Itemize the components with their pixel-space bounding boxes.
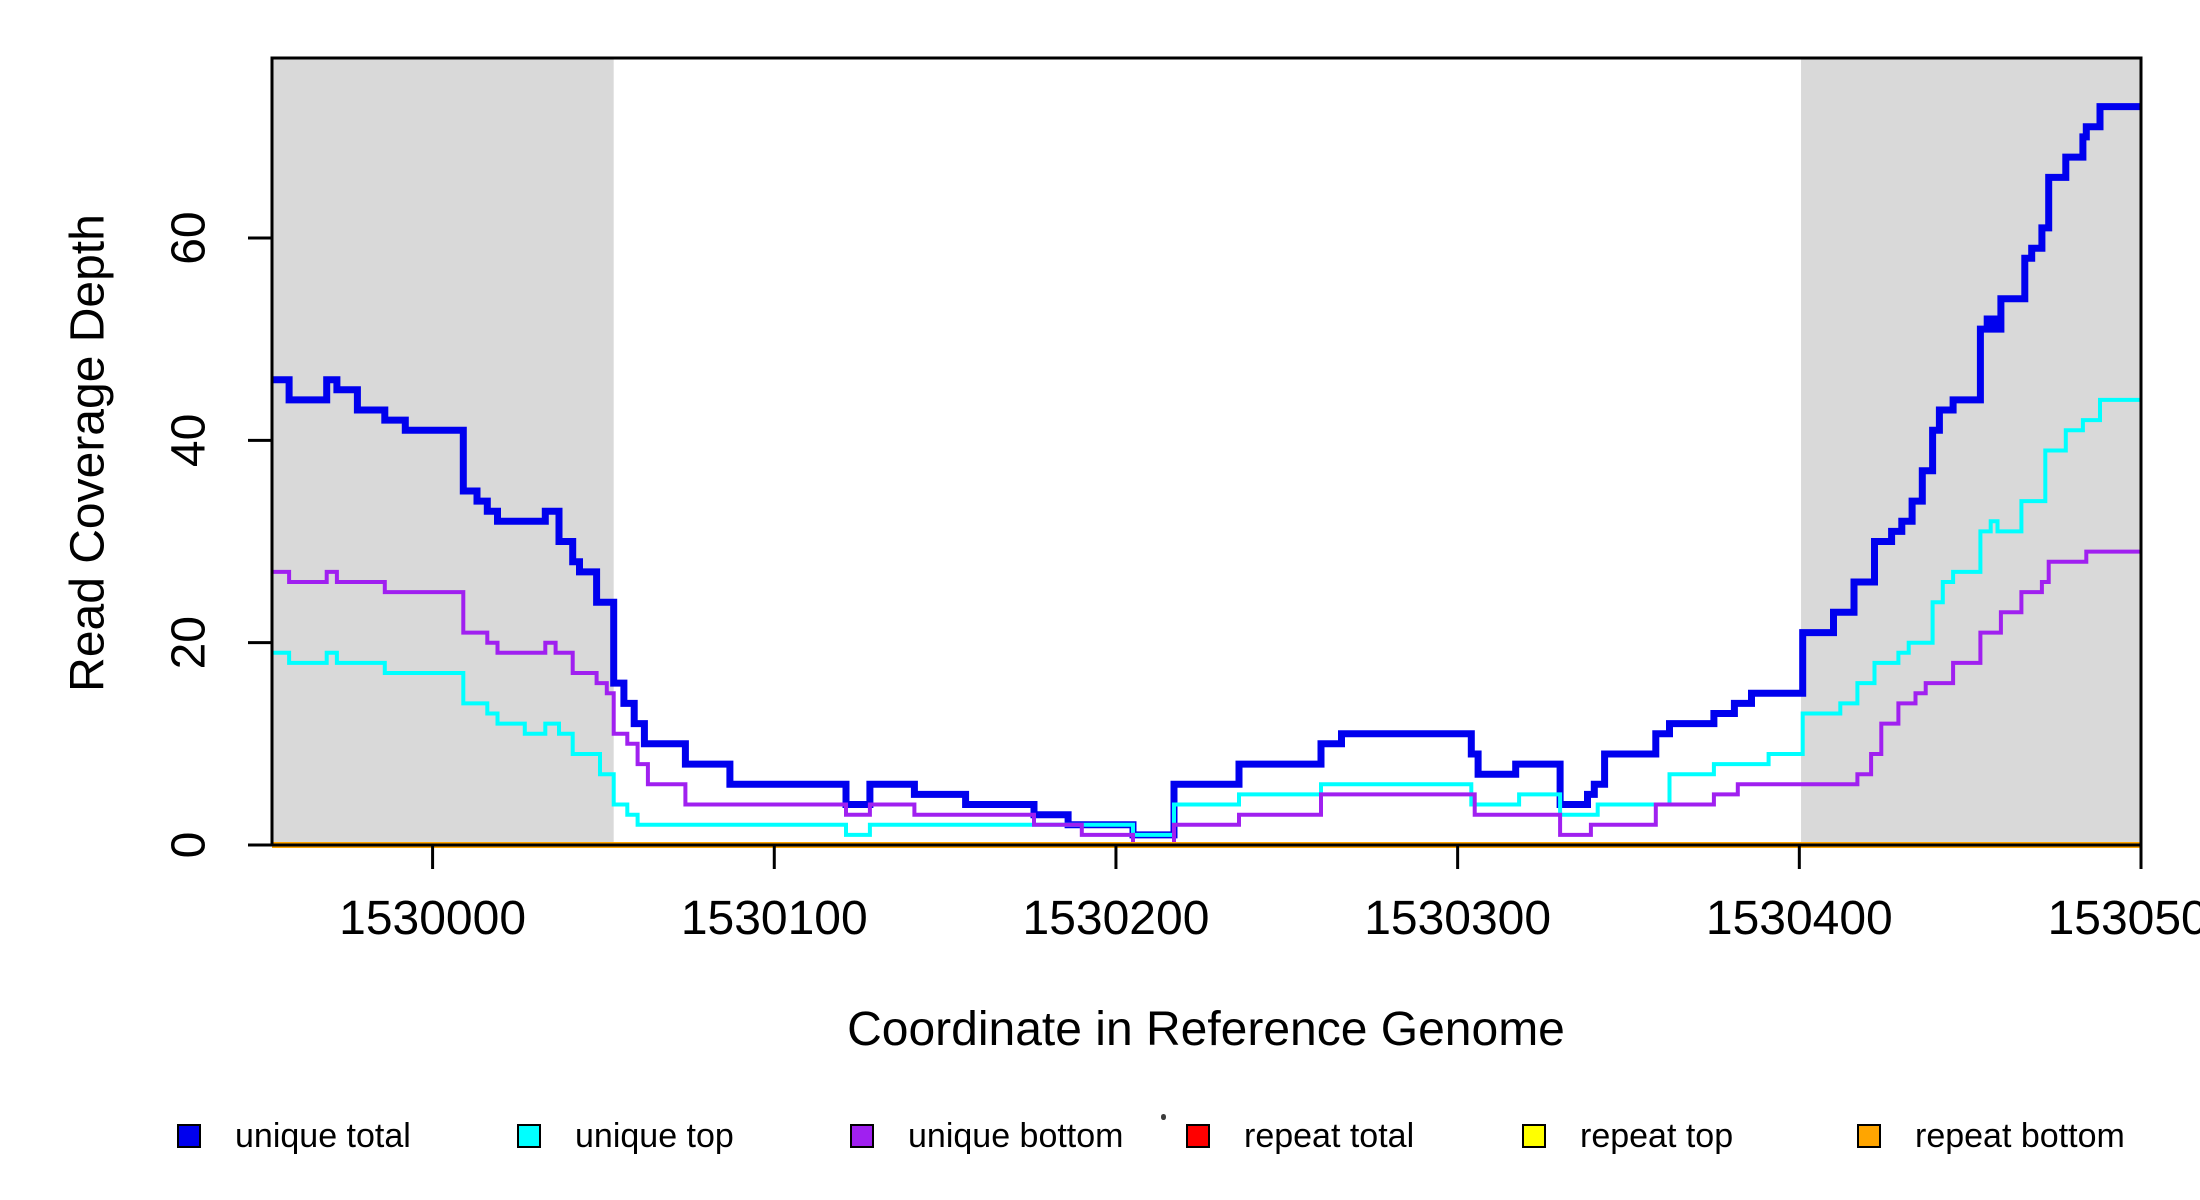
plot-border (270, 56, 2143, 847)
shaded-region-left (272, 58, 614, 845)
y-tick-label: 20 (163, 616, 216, 669)
y-tick-label: 40 (163, 414, 216, 467)
y-tick-label: 60 (163, 211, 216, 264)
y-axis-title: Read Coverage Depth (61, 214, 115, 692)
x-tick-label: 1530200 (1023, 892, 1210, 945)
x-tick-label: 1530000 (339, 892, 526, 945)
x-tick-label: 1530100 (681, 892, 868, 945)
series-line-unique-top (272, 397, 2141, 837)
x-axis-title: Coordinate in Reference Genome (847, 1003, 1565, 1056)
x-tick-label: 1530400 (1706, 892, 1893, 945)
y-tick-label: 0 (163, 832, 216, 859)
series-line-unique-bottom (272, 549, 2141, 847)
stray-mark (1161, 1114, 1166, 1120)
series-line-unique-total (272, 103, 2141, 839)
x-tick-label: 1530300 (1364, 892, 1551, 945)
shaded-region-right (1801, 58, 2141, 845)
